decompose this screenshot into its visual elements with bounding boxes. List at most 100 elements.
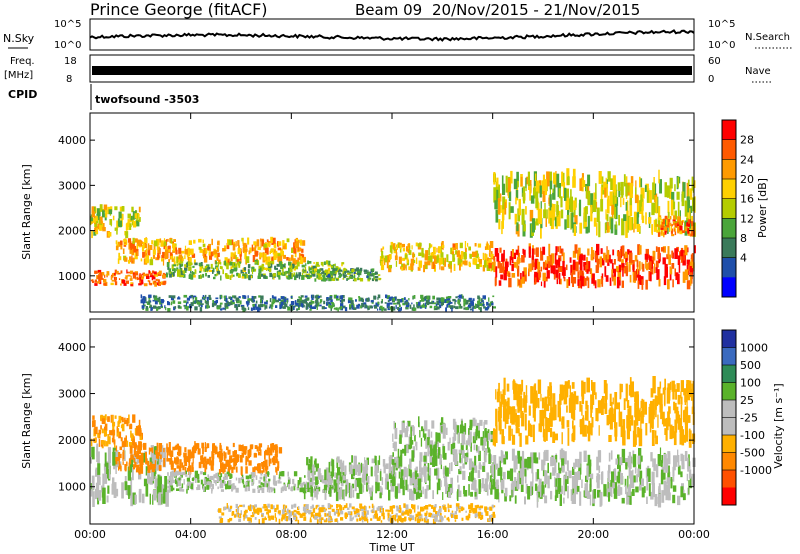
power-cell-5 <box>382 246 385 250</box>
power-cell-2 <box>191 253 196 258</box>
freq-frame <box>89 54 695 83</box>
velocity-cell-6 <box>573 462 576 469</box>
velocity-cell-4 <box>335 490 339 502</box>
power-cell-6 <box>657 252 661 260</box>
power-cell-2 <box>208 251 211 256</box>
velocity-cell-4 <box>428 479 431 490</box>
velocity-cell-3 <box>284 486 287 491</box>
power-cell-2 <box>291 248 294 253</box>
power-cell-9 <box>223 295 226 299</box>
velocity-cell-7 <box>545 404 550 412</box>
power-cell-7 <box>553 172 556 185</box>
power-cell-9 <box>290 296 293 299</box>
velocity-cell-7 <box>552 393 556 409</box>
velocity-cell-6 <box>629 491 632 505</box>
power-cell-5 <box>440 250 443 258</box>
velocity-cell-5 <box>409 437 413 449</box>
velocity-cell-7 <box>692 380 694 395</box>
power-cell-4 <box>346 278 348 281</box>
velocity-cell-5 <box>472 436 476 444</box>
power-cell-6 <box>653 263 656 274</box>
power-cell-7 <box>638 200 641 212</box>
velocity-cell-2 <box>272 461 276 466</box>
power-cell-9 <box>287 306 290 311</box>
velocity-cell-0 <box>106 462 109 474</box>
velocity-cell-7 <box>612 397 614 405</box>
power-cell-0 <box>117 272 121 275</box>
velocity-cell-7 <box>676 383 680 392</box>
velocity-cell-7 <box>516 391 520 407</box>
velocity-cell-5 <box>394 422 396 429</box>
power-cell-6 <box>624 265 628 271</box>
velocity-cell-1 <box>111 437 114 443</box>
power-cell-5 <box>418 252 422 256</box>
power-cell-7 <box>689 188 693 200</box>
power-cell-9 <box>271 306 273 310</box>
power-cell-3 <box>244 274 247 279</box>
power-cell-9 <box>311 296 314 300</box>
power-cell-6 <box>594 252 597 260</box>
power-cell-4 <box>371 278 374 282</box>
power-cell-9 <box>265 300 268 302</box>
velocity-cell-8 <box>399 516 402 518</box>
velocity-cell-0 <box>157 455 159 465</box>
power-cell-3 <box>278 276 281 280</box>
power-cell-9 <box>140 299 144 304</box>
velocity-cell-2 <box>136 450 140 459</box>
velocity-cell-6 <box>665 484 669 496</box>
velocity-cell-2 <box>258 463 261 471</box>
velocity-cell-7 <box>597 400 602 414</box>
power-cell-4 <box>333 273 337 276</box>
velocity-cell-5 <box>392 452 394 457</box>
velocity-cell-0 <box>127 466 132 481</box>
power-cell-3 <box>279 272 283 276</box>
velocity-cell-2 <box>204 456 207 464</box>
power-cell-9 <box>423 303 425 306</box>
power-cell-9 <box>230 296 233 300</box>
power-cell-1 <box>102 223 105 230</box>
power-cell-9 <box>415 302 419 304</box>
velocity-cell-6 <box>557 478 562 492</box>
power-cell-9 <box>369 305 373 309</box>
power-cell-0 <box>129 278 133 281</box>
velocity-cell-3 <box>169 486 173 492</box>
velocity-cell-4 <box>424 488 428 499</box>
velocity-cell-4 <box>405 479 408 491</box>
velocity-cell-0 <box>103 463 107 471</box>
power-cell-7 <box>640 194 643 202</box>
power-cell-1 <box>102 210 105 218</box>
velocity-cell-2 <box>154 460 157 466</box>
power-cell-9 <box>201 303 204 305</box>
power-cell-6 <box>684 245 688 256</box>
velocity-cell-8 <box>310 506 312 509</box>
power-cell-6 <box>652 250 656 261</box>
power-cell-6 <box>501 253 505 262</box>
velocity-cell-7 <box>614 427 618 442</box>
velocity-cell-8 <box>321 504 325 509</box>
power-cell-3 <box>171 274 174 277</box>
velocity-cell-4 <box>313 460 316 468</box>
power-cell-3 <box>179 267 183 273</box>
power-cell-9 <box>482 295 486 299</box>
velocity-cell-5 <box>447 441 450 451</box>
power-cell-2 <box>239 252 242 261</box>
power-cell-2 <box>299 260 303 265</box>
power-cell-3 <box>173 271 175 277</box>
power-cell-5 <box>381 250 384 259</box>
velocity-cell-4 <box>374 465 378 477</box>
nsearch-tick-top: 10^5 <box>708 19 735 30</box>
power-cell-2 <box>175 247 177 255</box>
velocity-cell-1 <box>118 415 122 424</box>
velocity-cell-6 <box>591 473 594 480</box>
power-cell-1 <box>112 215 115 221</box>
power-cell-6 <box>689 261 694 266</box>
power-cell-9 <box>377 301 380 305</box>
power-cell-9 <box>290 303 294 308</box>
power-cell-9 <box>200 304 203 308</box>
velocity-cell-7 <box>670 426 675 439</box>
power-cell-9 <box>328 301 331 306</box>
velocity-cell-6 <box>495 479 499 489</box>
velocity-cell-6 <box>607 478 609 492</box>
velocity-cell-2 <box>230 465 232 470</box>
power-cell-2 <box>236 259 239 264</box>
